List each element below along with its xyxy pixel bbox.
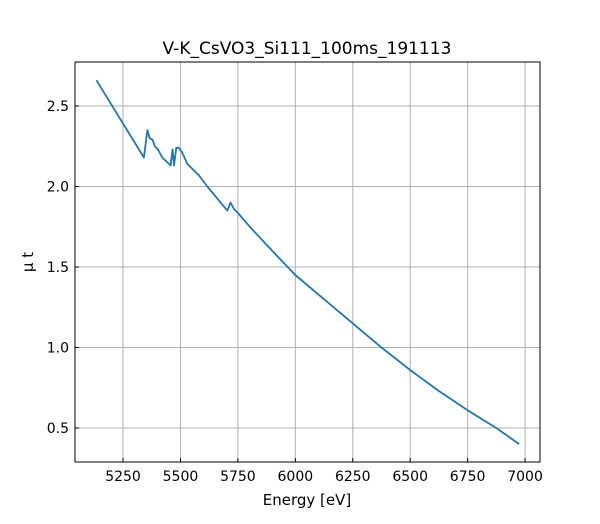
x-tick-label: 6500 (392, 469, 428, 485)
y-tick-label: 2.0 (47, 179, 69, 195)
x-tick-label: 5750 (220, 469, 256, 485)
y-tick-label: 1.5 (47, 260, 69, 276)
grid (75, 62, 540, 462)
x-axis: 5250 5500 5750 6000 6250 6500 6750 7000 (105, 458, 543, 485)
y-axis: 0.5 1.0 1.5 2.0 2.5 (47, 99, 79, 437)
series-line-mu_t (95, 79, 520, 445)
y-tick-label: 2.5 (47, 99, 69, 115)
x-tick-label: 5500 (163, 469, 199, 485)
x-axis-label: Energy [eV] (263, 491, 351, 509)
x-tick-label: 6750 (450, 469, 486, 485)
y-tick-label: 0.5 (47, 421, 69, 437)
y-tick-label: 1.0 (47, 341, 69, 357)
series-layer (95, 79, 520, 445)
chart-title: V-K_CsVO3_Si111_100ms_191113 (163, 39, 452, 59)
plot-frame (74, 61, 541, 463)
x-tick-label: 6000 (278, 469, 314, 485)
x-tick-label: 6250 (335, 469, 371, 485)
y-axis-label: μ t (19, 252, 37, 272)
x-tick-label: 7000 (507, 469, 543, 485)
x-tick-label: 5250 (105, 469, 141, 485)
